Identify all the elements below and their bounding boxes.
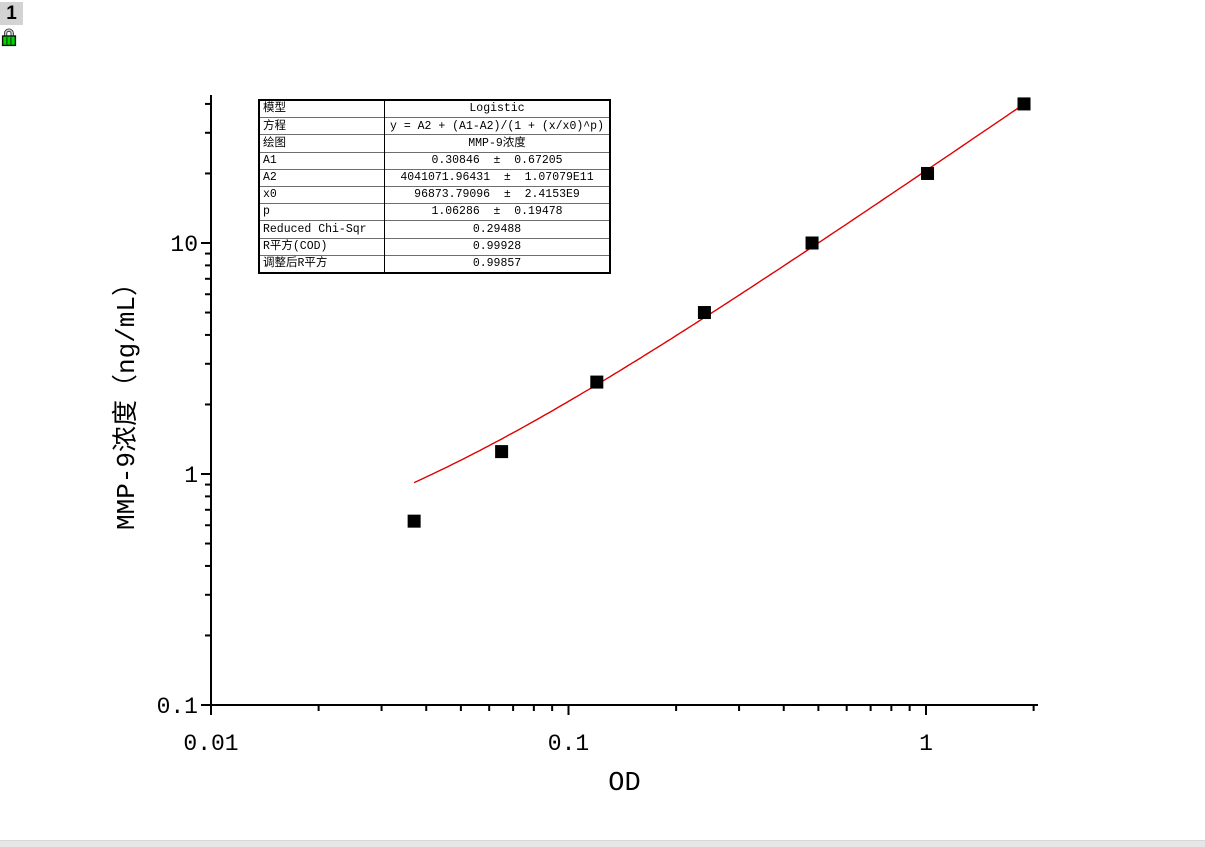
fit-table-row: p 1.06286 ± 0.19478 (259, 203, 610, 221)
x-tick-label: 0.01 (183, 731, 238, 757)
y-tick-label: 0.1 (157, 694, 198, 720)
fit-param-value: MMP-9浓度 (384, 134, 610, 153)
data-point-marker[interactable] (1017, 97, 1031, 111)
fit-table-row: Reduced Chi-Sqr 0.29488 (259, 220, 610, 238)
fit-param-value: 96873.79096 ± 2.4153E9 (384, 185, 610, 204)
x-tick-label: 0.1 (548, 731, 589, 757)
fit-param-label: R平方(COD) (259, 237, 385, 256)
window-bottom-edge (0, 840, 1205, 847)
fit-table-row: A2 4041071.96431 ± 1.07079E11 (259, 168, 610, 187)
fit-param-label: A2 (259, 168, 385, 187)
lock-icon[interactable] (1, 27, 17, 47)
y-axis-title: MMP-9浓度（ng/mL） (111, 270, 142, 530)
data-point-marker[interactable] (805, 236, 819, 250)
fit-param-value: 0.99928 (384, 237, 610, 256)
y-tick-label: 1 (184, 463, 198, 489)
fit-table-row: 方程 y = A2 + (A1-A2)/(1 + (x/x0)^p) (259, 117, 610, 135)
data-point-marker[interactable] (921, 166, 935, 180)
fit-results-table[interactable]: 模型 Logistic 方程 y = A2 + (A1-A2)/(1 + (x/x0)… (258, 99, 611, 274)
fit-param-value: Logistic (469, 102, 525, 116)
fit-table-row: 模型 Logistic (259, 100, 610, 118)
layer-1-badge[interactable]: 1 (0, 2, 23, 25)
fit-table-row: 调整后R平方 0.99857 (259, 254, 610, 273)
data-point-marker[interactable] (495, 445, 509, 459)
fit-param-label: 模型 (259, 100, 385, 118)
fit-param-label: x0 (259, 185, 385, 204)
fit-param-value: 0.99857 (384, 254, 610, 273)
data-point-marker[interactable] (590, 375, 604, 389)
fit-param-value: y = A2 + (A1-A2)/(1 + (x/x0)^p) (384, 117, 610, 135)
fit-param-label: 绘图 (259, 134, 385, 153)
fit-param-value: 0.29488 (384, 220, 610, 238)
fit-param-value: 1.06286 ± 0.19478 (384, 203, 610, 221)
fit-table-row: R平方(COD) 0.99928 (259, 237, 610, 256)
data-point-marker[interactable] (407, 514, 421, 528)
fit-param-label: A1 (259, 151, 385, 170)
fit-param-label: p (259, 203, 385, 221)
fit-table-row: A1 0.30846 ± 0.67205 (259, 151, 610, 170)
x-tick-label: 1 (919, 731, 933, 757)
fit-param-label: Reduced Chi-Sqr (259, 220, 385, 238)
fit-param-value: 4041071.96431 ± 1.07079E11 (384, 168, 610, 187)
fit-param-value: 0.30846 ± 0.67205 (384, 151, 610, 170)
fit-table-row: 绘图 MMP-9浓度 (259, 134, 610, 153)
data-point-marker[interactable] (697, 306, 711, 320)
fit-param-label: 方程 (259, 117, 385, 135)
fit-table-row: x0 96873.79096 ± 2.4153E9 (259, 185, 610, 204)
x-axis-title: OD (608, 769, 640, 799)
fit-param-label: 调整后R平方 (259, 254, 385, 273)
y-tick-label: 10 (170, 232, 198, 258)
